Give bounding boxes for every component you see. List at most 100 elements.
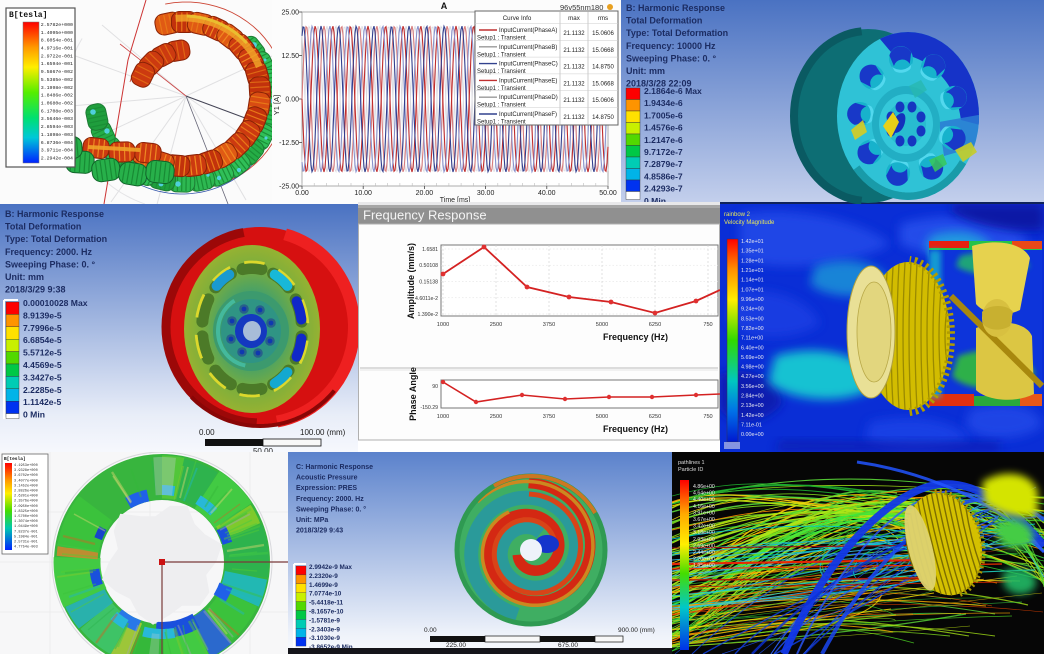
svg-text:1.42e+00: 1.42e+00 — [741, 413, 764, 419]
svg-text:-3.8652e-9 Min: -3.8652e-9 Min — [309, 644, 353, 651]
svg-text:Setup1 : Transient: Setup1 : Transient — [477, 103, 526, 109]
svg-text:100.00 (mm): 100.00 (mm) — [300, 428, 346, 437]
svg-text:750: 750 — [703, 414, 712, 420]
svg-text:-8.1657e-10: -8.1657e-10 — [309, 609, 344, 616]
svg-text:1.1898e-003: 1.1898e-003 — [41, 132, 73, 138]
svg-text:2.4293e-7: 2.4293e-7 — [644, 184, 683, 194]
svg-text:2500: 2500 — [490, 322, 502, 328]
svg-text:4.16e+00: 4.16e+00 — [693, 504, 715, 510]
svg-text:3.42e+00: 3.42e+00 — [693, 524, 715, 530]
svg-text:6.1708e-003: 6.1708e-003 — [41, 108, 73, 114]
svg-text:Time [ms]: Time [ms] — [440, 197, 471, 204]
svg-text:9.24e+00: 9.24e+00 — [741, 307, 764, 313]
svg-text:Setup1 : Transient: Setup1 : Transient — [477, 120, 526, 126]
svg-text:0.00010028 Max: 0.00010028 Max — [23, 298, 88, 308]
svg-text:675.00: 675.00 — [558, 642, 578, 649]
svg-text:rainbow 2: rainbow 2 — [724, 212, 751, 218]
svg-text:Total Deformation: Total Deformation — [5, 222, 81, 232]
svg-text:14.8750: 14.8750 — [592, 115, 614, 121]
svg-text:Unit: mm: Unit: mm — [626, 66, 665, 76]
svg-text:0 Min: 0 Min — [23, 410, 45, 420]
svg-text:2018/3/29 9:38: 2018/3/29 9:38 — [5, 285, 66, 295]
svg-text:4.7754e-003: 4.7754e-003 — [14, 546, 38, 550]
svg-text:Total Deformation: Total Deformation — [626, 16, 702, 26]
svg-text:96v55nm180: 96v55nm180 — [560, 3, 603, 12]
svg-text:1.6581: 1.6581 — [422, 247, 438, 253]
svg-text:2.13e+00: 2.13e+00 — [741, 403, 764, 409]
svg-text:12.50: 12.50 — [281, 53, 299, 60]
svg-text:900.00 (mm): 900.00 (mm) — [618, 627, 655, 634]
svg-text:1.8325e+000: 1.8325e+000 — [14, 510, 38, 514]
svg-text:2.9722e-001: 2.9722e-001 — [41, 53, 73, 59]
svg-text:50.00: 50.00 — [253, 447, 274, 452]
svg-text:8.53e+00: 8.53e+00 — [741, 316, 764, 322]
svg-text:21.1132: 21.1132 — [563, 98, 585, 104]
svg-text:Frequency: 10000 Hz: Frequency: 10000 Hz — [626, 41, 716, 51]
svg-text:rms: rms — [598, 15, 608, 22]
svg-text:Frequency: 2000. Hz: Frequency: 2000. Hz — [5, 247, 93, 257]
svg-text:9.5867e-002: 9.5867e-002 — [41, 69, 73, 75]
svg-text:2.2942e-004: 2.2942e-004 — [41, 155, 73, 161]
svg-text:1.07e+01: 1.07e+01 — [741, 287, 764, 293]
svg-text:4.86e+00: 4.86e+00 — [693, 484, 715, 490]
svg-text:B: Harmonic Response: B: Harmonic Response — [626, 3, 725, 13]
svg-text:B[tesla]: B[tesla] — [9, 11, 47, 20]
svg-text:Curve Info: Curve Info — [503, 15, 532, 22]
svg-text:10.00: 10.00 — [354, 190, 372, 197]
svg-text:2.84e+00: 2.84e+00 — [741, 394, 764, 400]
svg-text:7.2879e-7: 7.2879e-7 — [644, 159, 683, 169]
svg-text:2500: 2500 — [490, 414, 502, 420]
svg-text:3.91e+00: 3.91e+00 — [693, 510, 715, 516]
svg-text:90: 90 — [432, 384, 438, 390]
svg-text:-150.29: -150.29 — [420, 405, 438, 411]
svg-text:0.00: 0.00 — [295, 190, 309, 197]
svg-text:2.9942e-9 Max: 2.9942e-9 Max — [309, 564, 352, 571]
svg-text:21.1132: 21.1132 — [563, 48, 585, 54]
svg-text:750: 750 — [703, 322, 712, 328]
svg-text:1.3074e+000: 1.3074e+000 — [14, 520, 38, 524]
svg-text:1.42e+01: 1.42e+01 — [741, 239, 764, 245]
svg-text:1.1142e-5: 1.1142e-5 — [23, 397, 61, 407]
svg-text:B: Harmonic Response: B: Harmonic Response — [5, 209, 104, 219]
svg-text:3.4077e+000: 3.4077e+000 — [14, 479, 38, 483]
svg-text:1.4576e-6: 1.4576e-6 — [644, 123, 683, 133]
svg-text:21.1132: 21.1132 — [563, 31, 585, 37]
svg-text:15.0606: 15.0606 — [592, 31, 614, 37]
svg-text:15.0668: 15.0668 — [592, 81, 614, 87]
svg-text:2.3576e+000: 2.3576e+000 — [14, 500, 38, 504]
svg-text:1.5700e+000: 1.5700e+000 — [14, 515, 38, 519]
svg-text:3.9711e-004: 3.9711e-004 — [41, 148, 73, 154]
svg-text:225.00: 225.00 — [446, 642, 466, 649]
svg-text:2.8826e+000: 2.8826e+000 — [14, 490, 38, 494]
svg-text:InputCurrent(PhaseA): InputCurrent(PhaseA) — [499, 28, 557, 34]
svg-text:Unit: mm: Unit: mm — [5, 272, 44, 282]
svg-text:5000: 5000 — [596, 414, 608, 420]
svg-text:2.69e+00: 2.69e+00 — [693, 543, 715, 549]
svg-text:1.28e+01: 1.28e+01 — [741, 258, 764, 264]
svg-text:Amplitude (mm/s): Amplitude (mm/s) — [406, 243, 416, 319]
svg-text:0 Min: 0 Min — [644, 196, 666, 204]
svg-text:-25.00: -25.00 — [279, 184, 299, 191]
svg-text:4.1953e+000: 4.1953e+000 — [14, 464, 38, 468]
svg-text:Frequency Response: Frequency Response — [363, 208, 487, 223]
svg-text:-3.1030e-9: -3.1030e-9 — [309, 635, 340, 642]
svg-text:Setup1 : Transient: Setup1 : Transient — [477, 36, 526, 42]
svg-text:C: Harmonic Response: C: Harmonic Response — [296, 464, 373, 471]
svg-text:0.00: 0.00 — [285, 97, 299, 104]
svg-text:1.0680e-002: 1.0680e-002 — [41, 101, 73, 107]
svg-text:1.0449e+000: 1.0449e+000 — [14, 525, 38, 529]
svg-text:3.9328e+000: 3.9328e+000 — [14, 469, 38, 473]
svg-text:30.00: 30.00 — [477, 190, 495, 197]
svg-text:2.8594e-003: 2.8594e-003 — [41, 124, 73, 130]
svg-text:Sweeping Phase: 0. °: Sweeping Phase: 0. ° — [626, 53, 717, 63]
svg-text:3.18e+00: 3.18e+00 — [693, 530, 715, 536]
svg-text:Frequency: 2000. Hz: Frequency: 2000. Hz — [296, 496, 364, 503]
svg-text:4.27e+00: 4.27e+00 — [741, 374, 764, 380]
svg-text:Setup1 : Transient: Setup1 : Transient — [477, 52, 526, 58]
svg-text:-12.50: -12.50 — [279, 140, 299, 147]
svg-text:3.3427e-5: 3.3427e-5 — [23, 372, 62, 382]
svg-text:5.5385e-002: 5.5385e-002 — [41, 77, 73, 83]
svg-text:0.15138: 0.15138 — [419, 280, 438, 286]
svg-text:2.44e+00: 2.44e+00 — [693, 550, 715, 556]
svg-text:Expression: PRES: Expression: PRES — [296, 485, 357, 492]
